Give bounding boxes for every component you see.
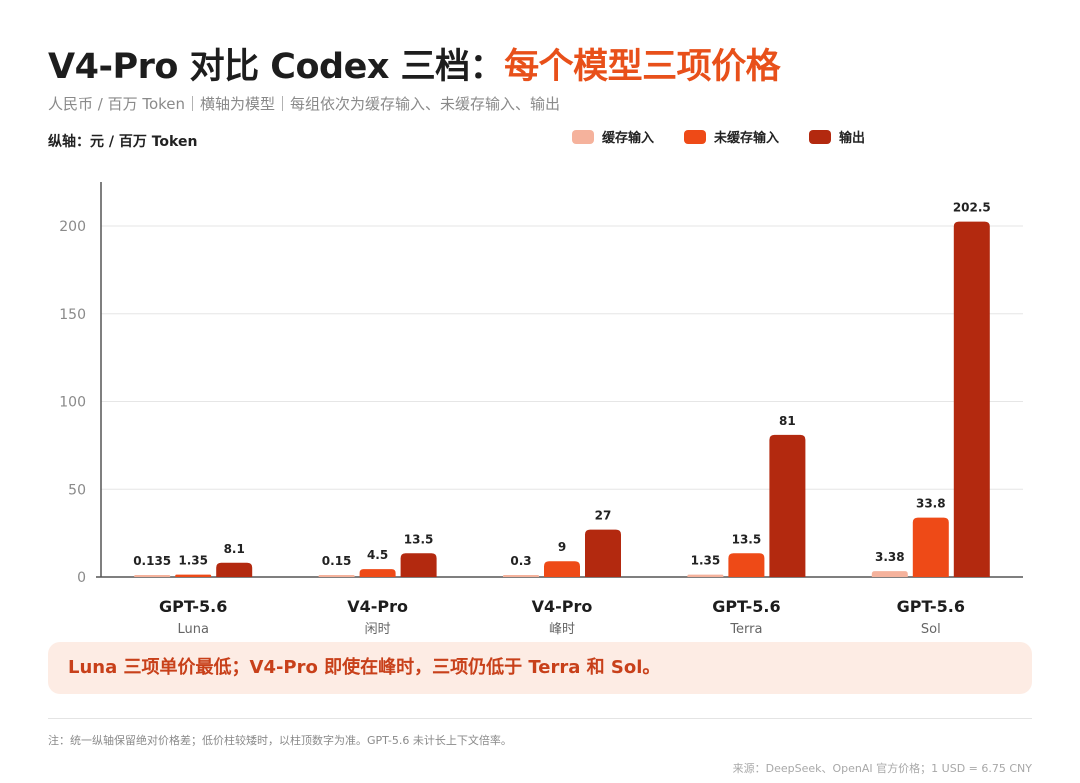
title-accent: 每个模型三项价格 — [504, 47, 781, 87]
bar-cached-input — [318, 575, 355, 577]
bar-output — [585, 529, 621, 577]
x-tick-sublabel: Terra — [729, 622, 762, 637]
footer-divider — [48, 718, 1032, 719]
x-tick-sublabel: 峰时 — [549, 622, 575, 637]
data-label: 0.135 — [133, 554, 171, 568]
bar-uncached-input — [728, 553, 765, 577]
footnote: 注：统一纵轴保留绝对价格差；低价柱较矮时，以柱顶数字为准。GPT-5.6 未计长… — [48, 734, 512, 747]
bar-output — [400, 553, 437, 577]
data-label: 0.15 — [322, 554, 352, 568]
data-label: 0.3 — [510, 554, 531, 568]
bar-output — [953, 221, 990, 578]
data-label: 4.5 — [367, 548, 388, 562]
legend-swatch-cached-input — [572, 129, 594, 144]
bar-cached-input — [687, 574, 724, 577]
legend-label-output: 输出 — [839, 131, 866, 146]
chart-legend: 缓存输入 未缓存输入 输出 — [572, 127, 865, 146]
y-axis-unit-label: 纵轴：元 / 百万 Token — [48, 134, 198, 150]
bar-cached-input — [503, 575, 539, 577]
page-title: V4-Pro 对比 Codex 三档：每个模型三项价格 — [48, 38, 781, 89]
bar-uncached-input — [912, 517, 949, 577]
data-label: 1.35 — [178, 554, 208, 568]
subtitle: 人民币 / 百万 Token｜横轴为模型｜每组依次为缓存输入、未缓存输入、输出 — [48, 95, 561, 113]
legend-item-cached-input: 缓存输入 — [572, 127, 654, 146]
x-tick-sublabel: 闲时 — [365, 622, 391, 637]
title-main: V4-Pro 对比 Codex 三档： — [48, 47, 505, 87]
legend-swatch-uncached-input — [684, 129, 707, 144]
y-tick-label: 150 — [59, 307, 86, 323]
bar-output — [769, 434, 806, 577]
bar-chart: 0 50 100 150 200 0.135 1.35 8.1 GPT-5.6 Luna 0.15 4… — [59, 182, 1023, 637]
data-label: 81 — [779, 414, 796, 428]
bar-uncached-input — [544, 561, 580, 577]
legend-item-uncached-input: 未缓存输入 — [684, 127, 779, 146]
legend-item-output: 输出 — [809, 127, 865, 146]
data-label: 3.38 — [875, 550, 905, 564]
data-label: 9 — [558, 540, 566, 554]
y-tick-label: 0 — [77, 570, 86, 586]
x-tick-sublabel: Sol — [921, 622, 941, 637]
bar-cached-input — [871, 571, 908, 577]
data-label: 27 — [595, 509, 612, 523]
bar-output — [216, 562, 253, 577]
x-tick-label: GPT-5.6 — [897, 597, 965, 616]
y-tick-label: 200 — [59, 219, 86, 235]
data-label: 13.5 — [404, 532, 434, 546]
data-label: 1.35 — [691, 554, 721, 568]
data-label: 202.5 — [953, 201, 991, 215]
y-tick-label: 50 — [68, 482, 86, 498]
data-label: 8.1 — [224, 542, 245, 556]
bar-cached-input — [134, 575, 171, 577]
data-label: 13.5 — [732, 532, 762, 546]
callout-box: Luna 三项单价最低；V4-Pro 即使在峰时，三项仍低于 Terra 和 S… — [48, 642, 1032, 694]
x-tick-label: GPT-5.6 — [712, 597, 780, 616]
bar-uncached-input — [175, 574, 212, 577]
legend-label-cached-input: 缓存输入 — [602, 131, 655, 146]
x-tick-label: V4-Pro — [532, 597, 593, 616]
x-tick-sublabel: Luna — [177, 622, 208, 637]
source-note: 来源：DeepSeek、OpenAI 官方价格；1 USD = 6.75 CNY — [732, 762, 1032, 775]
x-tick-label: V4-Pro — [347, 597, 408, 616]
data-label: 33.8 — [916, 497, 946, 511]
y-tick-label: 100 — [59, 395, 86, 411]
legend-swatch-output — [809, 129, 832, 144]
bar-uncached-input — [359, 569, 396, 577]
x-tick-label: GPT-5.6 — [159, 597, 227, 616]
legend-label-uncached-input: 未缓存输入 — [714, 131, 780, 146]
